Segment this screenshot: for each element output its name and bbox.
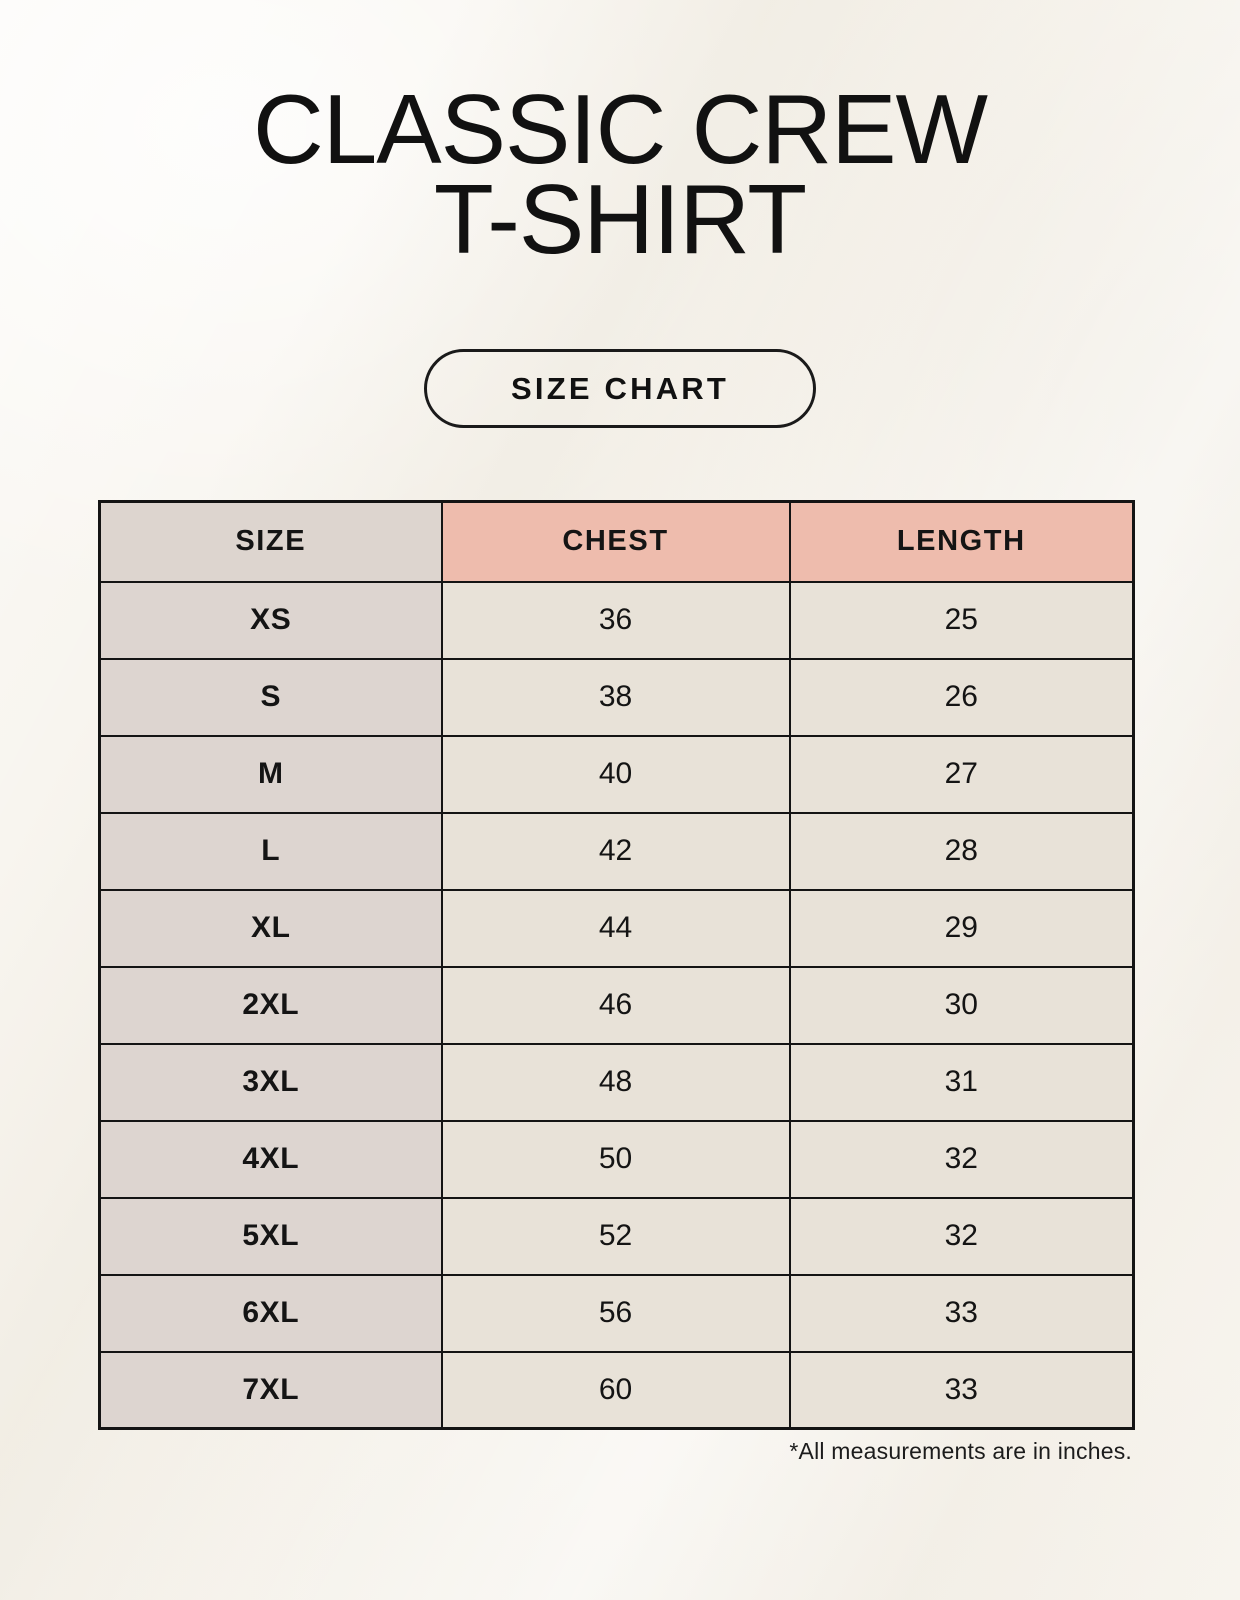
cell-length: 33 <box>788 1350 1135 1430</box>
cell-chest: 40 <box>440 734 791 814</box>
table-body: XS 36 25 S 38 26 M 40 27 L 42 28 XL 44 29 2XL 46 30 3XL 48 3… <box>98 580 1135 1430</box>
cell-length: 32 <box>788 1196 1135 1276</box>
size-chart-table: SIZE CHEST LENGTH XS 36 25 S 38 26 M 40 27 L 42 28 X… <box>98 500 1135 1430</box>
cell-chest: 48 <box>440 1042 791 1122</box>
badge-container: SIZE CHART <box>0 349 1240 428</box>
cell-length: 28 <box>788 811 1135 891</box>
cell-size: 4XL <box>98 1119 443 1199</box>
cell-size: 7XL <box>98 1350 443 1430</box>
cell-length: 32 <box>788 1119 1135 1199</box>
cell-length: 29 <box>788 888 1135 968</box>
table-row: L 42 28 <box>98 811 1135 891</box>
table-header: SIZE CHEST LENGTH <box>98 500 1135 583</box>
cell-length: 31 <box>788 1042 1135 1122</box>
cell-size: 5XL <box>98 1196 443 1276</box>
cell-length: 33 <box>788 1273 1135 1353</box>
page-title: CLASSIC CREW T-SHIRT <box>252 74 988 275</box>
table-row: S 38 26 <box>98 657 1135 737</box>
size-chart-badge: SIZE CHART <box>424 349 816 428</box>
table-row: 4XL 50 32 <box>98 1119 1135 1199</box>
cell-chest: 50 <box>440 1119 791 1199</box>
cell-size: XL <box>98 888 443 968</box>
cell-length: 27 <box>788 734 1135 814</box>
cell-length: 26 <box>788 657 1135 737</box>
cell-length: 30 <box>788 965 1135 1045</box>
table-row: XS 36 25 <box>98 580 1135 660</box>
measurements-note: *All measurements are in inches. <box>789 1438 1132 1464</box>
cell-size: XS <box>98 580 443 660</box>
column-header-length: LENGTH <box>788 500 1135 583</box>
cell-size: 2XL <box>98 965 443 1045</box>
cell-chest: 56 <box>440 1273 791 1353</box>
cell-chest: 60 <box>440 1350 791 1430</box>
cell-length: 25 <box>788 580 1135 660</box>
cell-size: 6XL <box>98 1273 443 1353</box>
cell-size: S <box>98 657 443 737</box>
cell-chest: 38 <box>440 657 791 737</box>
cell-chest: 46 <box>440 965 791 1045</box>
table-row: 5XL 52 32 <box>98 1196 1135 1276</box>
table-row: 6XL 56 33 <box>98 1273 1135 1353</box>
table-header-row: SIZE CHEST LENGTH <box>98 500 1135 583</box>
table-row: 7XL 60 33 <box>98 1350 1135 1430</box>
cell-chest: 44 <box>440 888 791 968</box>
cell-chest: 52 <box>440 1196 791 1276</box>
cell-chest: 42 <box>440 811 791 891</box>
cell-size: M <box>98 734 443 814</box>
column-header-chest: CHEST <box>440 500 791 583</box>
table-row: 3XL 48 31 <box>98 1042 1135 1122</box>
cell-size: 3XL <box>98 1042 443 1122</box>
cell-chest: 36 <box>440 580 791 660</box>
table-row: 2XL 46 30 <box>98 965 1135 1045</box>
column-header-size: SIZE <box>98 500 443 583</box>
cell-size: L <box>98 811 443 891</box>
table-row: M 40 27 <box>98 734 1135 814</box>
table-row: XL 44 29 <box>98 888 1135 968</box>
